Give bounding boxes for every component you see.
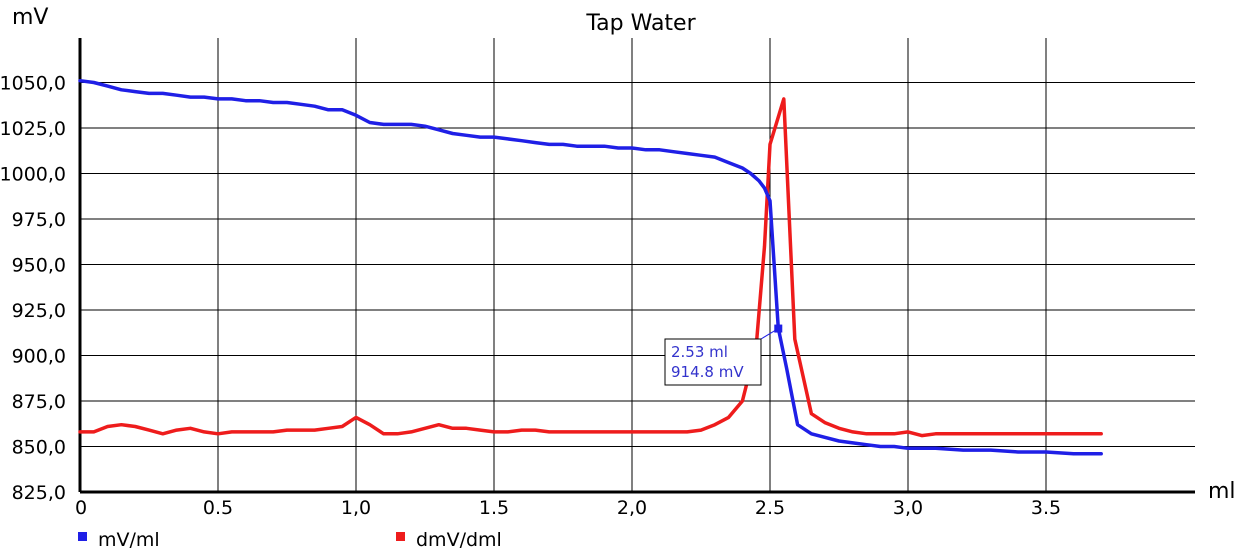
x-tick-label: 0 [75,497,87,519]
y-tick-label: 975,0 [12,209,66,231]
callout-x-value: 2.53 ml [671,343,728,361]
x-tick-labels: 0 0.5 1,0 1.5 2,0 2.5 3,0 3.5 [75,497,1061,519]
callout-y-value: 914.8 mV [671,363,744,381]
y-axis-unit-label: mV [12,5,48,30]
x-tick-label: 3,0 [893,497,923,519]
y-tick-label: 925,0 [12,300,66,322]
y-tick-label: 1000,0 [0,164,66,186]
x-tick-label: 1,0 [341,497,371,519]
legend-swatch-mv-ml [78,532,87,541]
callout-point-marker [774,324,783,333]
y-tick-label: 950,0 [12,255,66,277]
legend-swatch-dmv-dml [396,532,405,541]
y-tick-label: 900,0 [12,346,66,368]
value-callout: 2.53 ml 914.8 mV [664,324,783,386]
y-tick-label: 1050,0 [0,73,66,95]
y-tick-label: 850,0 [12,437,66,459]
x-tick-label: 1.5 [479,497,509,519]
horizontal-gridlines [80,82,1195,447]
series-line-dmv-dml [78,97,1103,438]
series-layer [78,78,1103,456]
legend-label-mv-ml: mV/ml [98,529,160,551]
x-tick-label: 0.5 [203,497,233,519]
legend: mV/ml dmV/dml [78,529,502,551]
y-tick-label: 1025,0 [0,118,66,140]
y-tick-label: 825,0 [12,482,66,504]
series-line-mv-ml [78,78,1103,456]
x-tick-label: 2,0 [617,497,647,519]
y-tick-labels: 825,0 850,0 875,0 900,0 925,0 950,0 975,0 1000,… [0,73,66,505]
chart-title: Tap Water [585,11,696,36]
legend-label-dmv-dml: dmV/dml [416,529,502,551]
callout-box [664,338,762,386]
y-tick-label: 875,0 [12,391,66,413]
x-tick-label: 2.5 [755,497,785,519]
x-tick-label: 3.5 [1031,497,1061,519]
x-axis-unit-label: ml [1208,479,1236,504]
